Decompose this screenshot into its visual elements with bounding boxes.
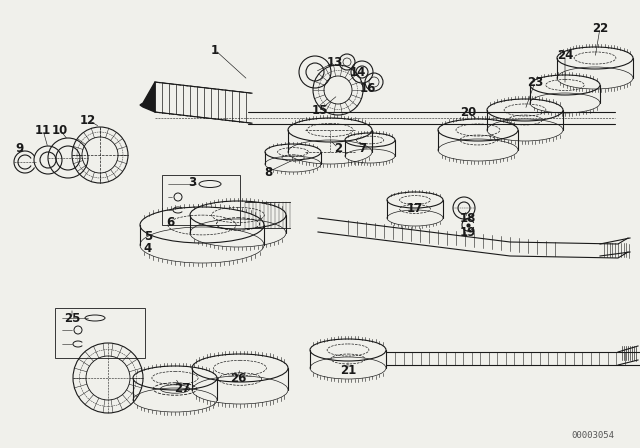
Text: 20: 20 xyxy=(460,105,476,119)
Text: 26: 26 xyxy=(230,371,246,384)
Text: 4: 4 xyxy=(144,241,152,254)
Text: 11: 11 xyxy=(35,124,51,137)
Text: 17: 17 xyxy=(407,202,423,215)
Text: 9: 9 xyxy=(16,142,24,155)
Text: 7: 7 xyxy=(358,142,366,155)
Bar xyxy=(162,175,240,225)
Text: 27: 27 xyxy=(174,382,190,395)
Text: 25: 25 xyxy=(64,311,80,324)
Text: 00003054: 00003054 xyxy=(572,431,614,439)
Polygon shape xyxy=(140,82,155,112)
Text: 8: 8 xyxy=(264,165,272,178)
Text: 3: 3 xyxy=(188,176,196,189)
Text: 10: 10 xyxy=(52,124,68,137)
Text: 13: 13 xyxy=(327,56,343,69)
Text: 5: 5 xyxy=(144,229,152,242)
Text: 19: 19 xyxy=(460,225,476,238)
Text: 21: 21 xyxy=(340,363,356,376)
Text: 15: 15 xyxy=(312,103,328,116)
Text: 12: 12 xyxy=(80,113,96,126)
Bar xyxy=(55,308,145,358)
Text: 23: 23 xyxy=(527,76,543,89)
Text: 16: 16 xyxy=(360,82,376,95)
Text: 6: 6 xyxy=(166,215,174,228)
Text: 1: 1 xyxy=(211,43,219,56)
Text: 14: 14 xyxy=(350,65,366,78)
Text: 24: 24 xyxy=(557,48,573,61)
Text: 22: 22 xyxy=(592,22,608,34)
Text: 2: 2 xyxy=(334,142,342,155)
Text: 18: 18 xyxy=(460,211,476,224)
